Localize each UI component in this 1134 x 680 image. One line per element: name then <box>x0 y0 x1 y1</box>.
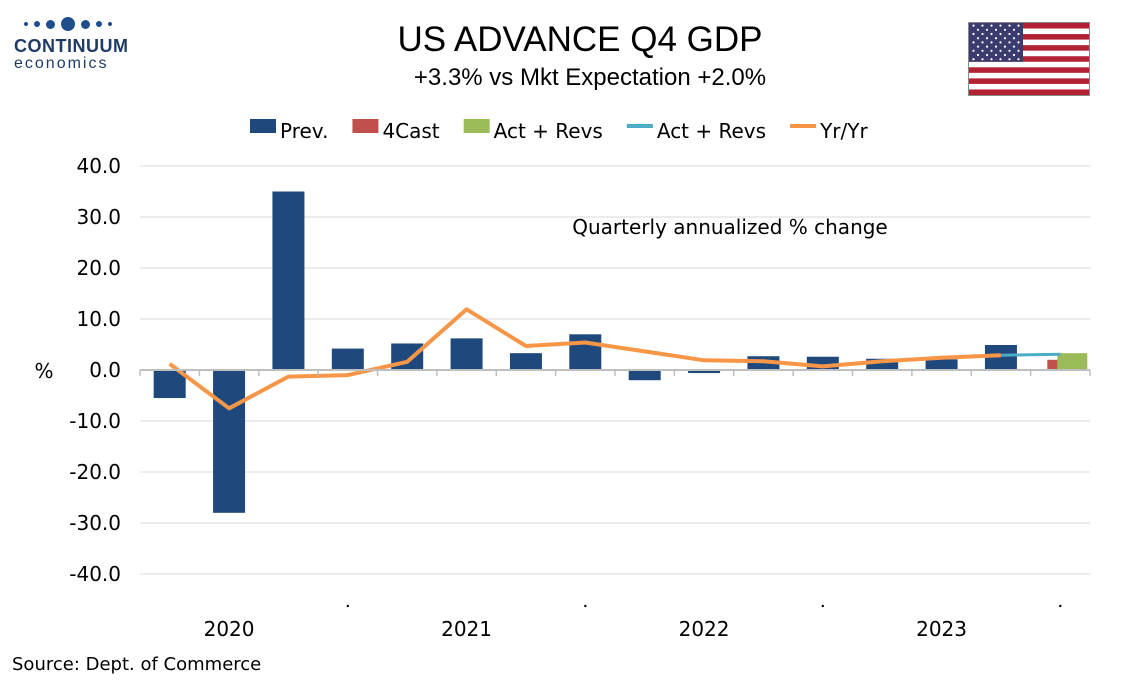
legend-label: Act + Revs <box>494 119 603 143</box>
y-tick-label: 30.0 <box>76 205 121 229</box>
bar-prev- <box>925 359 958 370</box>
line-act-revs <box>1000 352 1061 357</box>
year-separator-dot <box>346 604 350 608</box>
axes: 2020 2021 2022 2023 <box>139 369 1091 641</box>
legend-swatch <box>250 119 276 133</box>
bar-prev- <box>509 353 542 370</box>
bar-prev- <box>213 370 246 513</box>
bar-prev- <box>569 334 602 370</box>
y-tick-label: -40.0 <box>69 562 121 586</box>
legend-swatch <box>463 119 490 133</box>
series-lines <box>168 307 1061 411</box>
year-label: 2022 <box>679 617 730 641</box>
chart-subtitle: +3.3% vs Mkt Expectation +2.0% <box>413 64 767 91</box>
bar-prev- <box>272 191 305 370</box>
logo-name: CONTINUUM <box>14 36 129 56</box>
y-tick-label: 10.0 <box>76 307 121 331</box>
bar-prev- <box>153 370 186 399</box>
bar-prev- <box>331 348 364 370</box>
bar-4cast <box>1047 359 1060 370</box>
legend-label: Yr/Yr <box>819 119 868 143</box>
bar-prev- <box>688 370 721 374</box>
year-label: 2021 <box>441 617 492 641</box>
continuum-logo: CONTINUUM economics <box>14 14 134 76</box>
y-tick-label: 20.0 <box>76 256 121 280</box>
legend-label: Act + Revs <box>657 119 766 143</box>
bars <box>153 191 1088 513</box>
year-separator-dot <box>584 604 587 608</box>
us-flag-icon <box>968 22 1090 96</box>
y-tick-label: -30.0 <box>69 511 121 535</box>
logo-dots <box>24 14 134 34</box>
bar-prev- <box>628 370 661 381</box>
bar-act-revs <box>1057 353 1088 370</box>
y-tick-label: -20.0 <box>69 460 121 484</box>
legend-swatch <box>352 119 379 133</box>
legend-label: 4Cast <box>382 119 439 143</box>
source-note: Source: Dept. of Commerce <box>12 654 262 675</box>
year-label: 2020 <box>204 617 255 641</box>
grid-lines: 40.0 30.0 20.0 10.0 0.0 -10.0 -20.0 -30.0 -40.0 <box>69 154 1090 586</box>
legend: Prev. 4Cast Act + Revs Act + Revs Yr/Yr <box>250 119 868 143</box>
year-label: 2023 <box>916 617 967 641</box>
year-separator-dot <box>1059 604 1062 608</box>
bar-prev- <box>866 358 899 370</box>
y-tick-label: 0.0 <box>89 358 121 382</box>
y-axis-label: % <box>34 359 53 383</box>
year-separator-dot <box>821 604 825 608</box>
logo-sub: economics <box>14 55 109 72</box>
chart-annotation: Quarterly annualized % change <box>572 215 888 239</box>
y-tick-label: -10.0 <box>69 409 121 433</box>
line-yr-yr <box>168 307 1001 411</box>
y-tick-label: 40.0 <box>76 154 121 178</box>
chart-title: US ADVANCE Q4 GDP <box>397 20 763 59</box>
bar-prev- <box>450 338 483 370</box>
legend-label: Prev. <box>280 119 328 143</box>
